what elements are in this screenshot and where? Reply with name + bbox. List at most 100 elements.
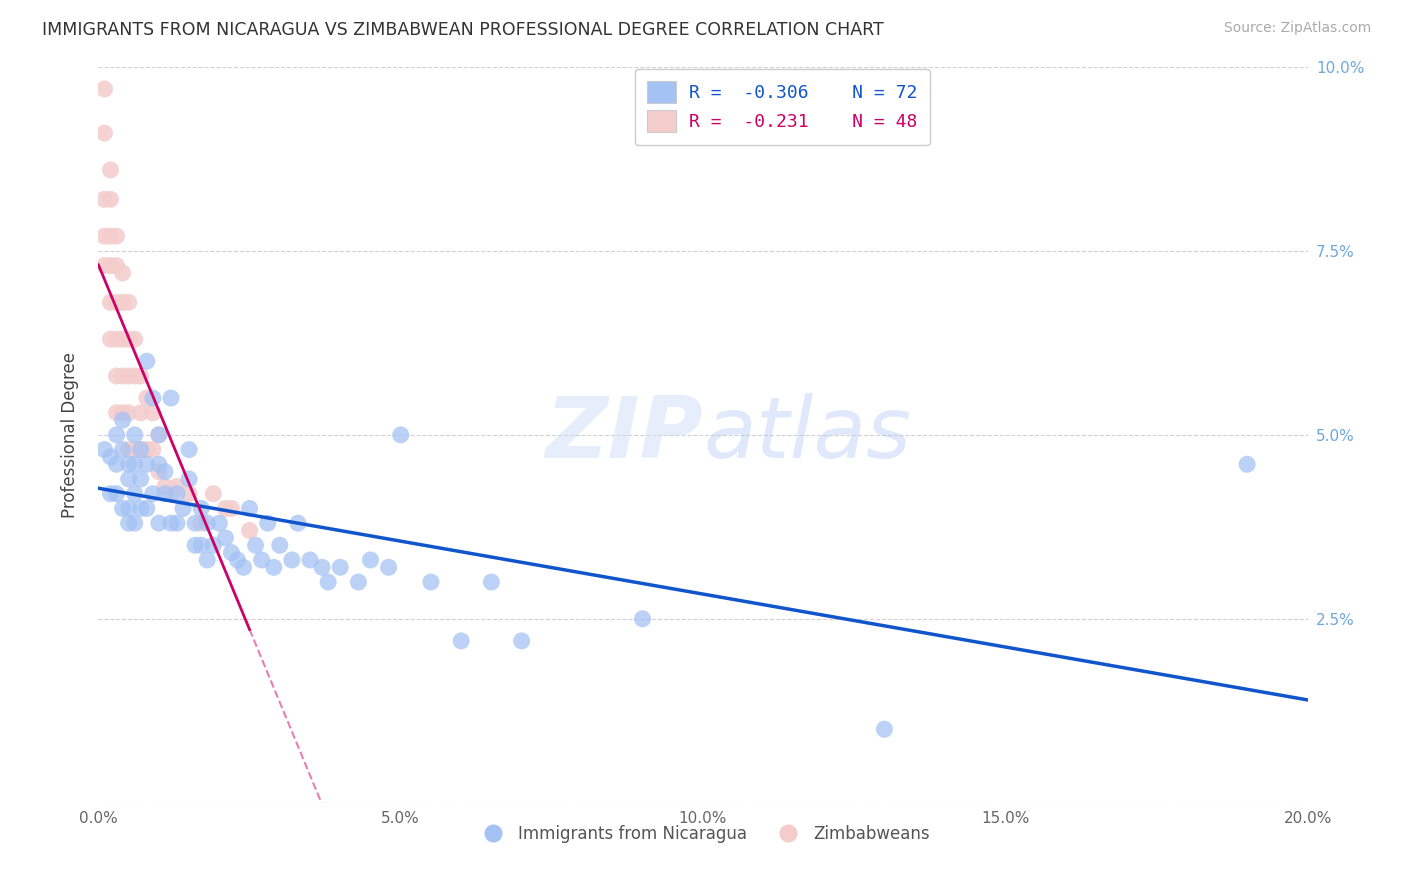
Text: Source: ZipAtlas.com: Source: ZipAtlas.com — [1223, 21, 1371, 35]
Point — [124, 442, 146, 457]
Point — [148, 457, 170, 471]
Point — [93, 192, 115, 206]
Point — [873, 723, 896, 737]
Point — [179, 472, 201, 486]
Point — [124, 487, 146, 501]
Point — [148, 427, 170, 442]
Point — [214, 531, 236, 545]
Point — [329, 560, 352, 574]
Point — [124, 516, 146, 530]
Point — [172, 501, 194, 516]
Point — [105, 406, 128, 420]
Point — [93, 442, 115, 457]
Point — [105, 332, 128, 346]
Point — [510, 633, 533, 648]
Point — [135, 442, 157, 457]
Point — [129, 442, 152, 457]
Point — [190, 516, 212, 530]
Point — [105, 295, 128, 310]
Point — [148, 427, 170, 442]
Point — [481, 575, 503, 590]
Point — [142, 391, 165, 405]
Point — [111, 406, 134, 420]
Point — [190, 538, 212, 552]
Point — [179, 442, 201, 457]
Point — [111, 295, 134, 310]
Point — [239, 524, 262, 538]
Point — [93, 229, 115, 244]
Point — [111, 266, 134, 280]
Point — [129, 406, 152, 420]
Point — [360, 553, 382, 567]
Point — [263, 560, 285, 574]
Point — [100, 192, 122, 206]
Point — [105, 427, 128, 442]
Point — [93, 259, 115, 273]
Point — [129, 369, 152, 384]
Point — [148, 516, 170, 530]
Point — [179, 487, 201, 501]
Point — [269, 538, 291, 552]
Point — [135, 354, 157, 368]
Y-axis label: Professional Degree: Professional Degree — [60, 351, 79, 518]
Text: atlas: atlas — [703, 393, 911, 476]
Point — [111, 332, 134, 346]
Point — [135, 501, 157, 516]
Point — [100, 450, 122, 464]
Point — [124, 457, 146, 471]
Point — [195, 553, 218, 567]
Point — [153, 487, 176, 501]
Point — [118, 472, 141, 486]
Point — [142, 442, 165, 457]
Point — [118, 369, 141, 384]
Point — [148, 465, 170, 479]
Point — [160, 487, 183, 501]
Point — [184, 538, 207, 552]
Point — [311, 560, 333, 574]
Point — [184, 516, 207, 530]
Point — [316, 575, 339, 590]
Point — [100, 229, 122, 244]
Point — [124, 369, 146, 384]
Text: ZIP: ZIP — [546, 393, 703, 476]
Point — [100, 332, 122, 346]
Text: IMMIGRANTS FROM NICARAGUA VS ZIMBABWEAN PROFESSIONAL DEGREE CORRELATION CHART: IMMIGRANTS FROM NICARAGUA VS ZIMBABWEAN … — [42, 21, 884, 38]
Point — [111, 442, 134, 457]
Point — [226, 553, 249, 567]
Point — [377, 560, 399, 574]
Point — [281, 553, 304, 567]
Point — [111, 501, 134, 516]
Point — [105, 229, 128, 244]
Point — [100, 295, 122, 310]
Point — [190, 501, 212, 516]
Point — [256, 516, 278, 530]
Point — [100, 259, 122, 273]
Point — [129, 501, 152, 516]
Point — [93, 126, 115, 140]
Point — [118, 457, 141, 471]
Point — [160, 516, 183, 530]
Point — [105, 369, 128, 384]
Point — [93, 82, 115, 96]
Point — [118, 332, 141, 346]
Point — [420, 575, 443, 590]
Point — [166, 487, 188, 501]
Point — [245, 538, 267, 552]
Legend: Immigrants from Nicaragua, Zimbabweans: Immigrants from Nicaragua, Zimbabweans — [470, 818, 936, 850]
Point — [450, 633, 472, 648]
Point — [105, 487, 128, 501]
Point — [129, 472, 152, 486]
Point — [221, 545, 243, 560]
Point — [195, 516, 218, 530]
Point — [100, 487, 122, 501]
Point — [100, 163, 122, 178]
Point — [232, 560, 254, 574]
Point — [142, 487, 165, 501]
Point — [105, 457, 128, 471]
Point — [111, 413, 134, 427]
Point — [214, 501, 236, 516]
Point — [239, 501, 262, 516]
Point — [250, 553, 273, 567]
Point — [124, 332, 146, 346]
Point — [118, 295, 141, 310]
